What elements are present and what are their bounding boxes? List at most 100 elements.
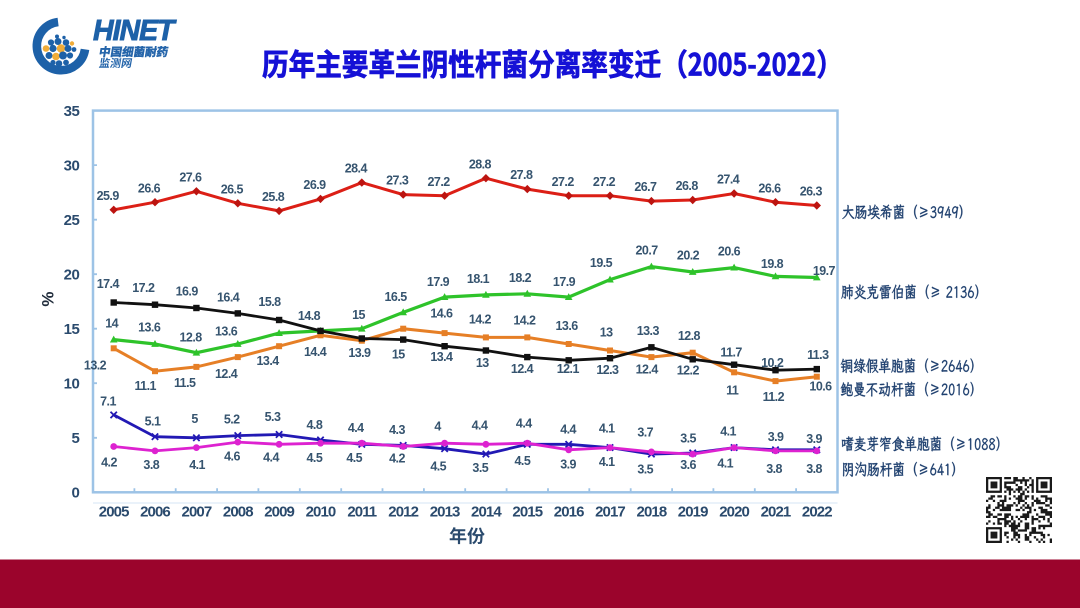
- svg-text:14: 14: [105, 317, 118, 331]
- svg-text:2016: 2016: [554, 504, 584, 521]
- svg-text:3.7: 3.7: [637, 425, 653, 439]
- svg-text:4.1: 4.1: [599, 455, 615, 469]
- svg-text:15: 15: [352, 308, 365, 322]
- svg-text:20.7: 20.7: [636, 244, 659, 258]
- svg-text:10.2: 10.2: [761, 356, 784, 370]
- svg-text:2011: 2011: [347, 504, 376, 521]
- svg-text:11.3: 11.3: [807, 348, 829, 362]
- svg-text:26.8: 26.8: [676, 179, 699, 193]
- svg-text:11.7: 11.7: [720, 345, 742, 359]
- svg-text:10: 10: [64, 376, 80, 393]
- svg-text:16.9: 16.9: [176, 284, 199, 298]
- svg-text:26.5: 26.5: [221, 182, 244, 196]
- svg-text:19.8: 19.8: [761, 257, 784, 271]
- svg-text:13.3: 13.3: [637, 324, 660, 338]
- svg-text:12.4: 12.4: [215, 367, 238, 381]
- svg-text:3.5: 3.5: [472, 461, 488, 475]
- svg-text:3.8: 3.8: [143, 458, 159, 472]
- svg-text:11.2: 11.2: [763, 390, 785, 404]
- svg-text:10.6: 10.6: [809, 379, 832, 393]
- svg-text:19.5: 19.5: [590, 256, 613, 270]
- svg-text:14.6: 14.6: [430, 307, 453, 321]
- svg-text:4.1: 4.1: [189, 458, 205, 472]
- svg-text:4.1: 4.1: [717, 456, 733, 470]
- svg-text:2010: 2010: [306, 504, 336, 521]
- svg-text:27.2: 27.2: [593, 175, 616, 189]
- svg-text:4.6: 4.6: [224, 449, 240, 463]
- svg-text:14.4: 14.4: [304, 345, 327, 359]
- svg-text:3.9: 3.9: [768, 430, 784, 444]
- svg-text:2009: 2009: [264, 504, 294, 521]
- svg-text:2006: 2006: [140, 504, 170, 521]
- svg-text:4.5: 4.5: [346, 451, 362, 465]
- svg-text:2014: 2014: [471, 504, 502, 521]
- svg-text:35: 35: [64, 103, 80, 120]
- svg-text:4.1: 4.1: [599, 422, 615, 436]
- svg-text:12.1: 12.1: [557, 362, 580, 376]
- svg-text:3.9: 3.9: [806, 432, 822, 446]
- svg-text:27.2: 27.2: [552, 175, 575, 189]
- svg-text:HINET: HINET: [93, 15, 177, 47]
- svg-text:11.1: 11.1: [134, 379, 156, 393]
- svg-text:12.8: 12.8: [678, 329, 701, 343]
- svg-text:4.4: 4.4: [263, 451, 279, 465]
- svg-text:4.4: 4.4: [516, 417, 532, 431]
- svg-text:18.1: 18.1: [467, 272, 490, 286]
- svg-text:20.6: 20.6: [718, 245, 741, 259]
- svg-text:7.1: 7.1: [100, 395, 116, 409]
- svg-text:28.8: 28.8: [469, 157, 492, 171]
- svg-text:15: 15: [64, 321, 80, 338]
- svg-text:14.2: 14.2: [513, 314, 536, 328]
- svg-text:0: 0: [72, 485, 80, 502]
- svg-text:27.8: 27.8: [510, 168, 533, 182]
- svg-text:15.8: 15.8: [258, 295, 281, 309]
- svg-text:28.4: 28.4: [345, 162, 368, 176]
- svg-text:4.4: 4.4: [348, 421, 364, 435]
- svg-text:2008: 2008: [223, 504, 253, 521]
- svg-text:17.9: 17.9: [553, 275, 576, 289]
- svg-text:2015: 2015: [512, 504, 542, 521]
- svg-text:13.6: 13.6: [215, 325, 238, 339]
- svg-text:25.9: 25.9: [97, 189, 120, 203]
- svg-text:2018: 2018: [637, 504, 667, 521]
- svg-text:3.9: 3.9: [560, 457, 576, 471]
- svg-text:4.5: 4.5: [515, 454, 531, 468]
- svg-text:18.2: 18.2: [509, 271, 532, 285]
- svg-text:2020: 2020: [719, 504, 749, 521]
- svg-text:5: 5: [72, 430, 80, 447]
- svg-text:14.8: 14.8: [298, 309, 321, 323]
- svg-text:4.5: 4.5: [307, 451, 323, 465]
- svg-text:20: 20: [64, 267, 80, 284]
- svg-text:12.4: 12.4: [636, 363, 659, 377]
- svg-text:11.5: 11.5: [174, 376, 196, 390]
- svg-text:17.4: 17.4: [97, 277, 120, 291]
- svg-text:4.2: 4.2: [101, 456, 117, 470]
- svg-text:12.8: 12.8: [180, 331, 203, 345]
- svg-text:12.4: 12.4: [511, 362, 534, 376]
- svg-text:5.1: 5.1: [145, 414, 161, 428]
- svg-text:12.2: 12.2: [677, 364, 700, 378]
- svg-text:25: 25: [64, 212, 80, 229]
- svg-text:3.5: 3.5: [637, 462, 653, 476]
- svg-text:13.6: 13.6: [556, 319, 579, 333]
- svg-text:3.8: 3.8: [806, 462, 822, 476]
- svg-text:2022: 2022: [802, 504, 832, 521]
- svg-text:27.2: 27.2: [428, 175, 451, 189]
- svg-text:25.8: 25.8: [262, 190, 285, 204]
- svg-text:4.5: 4.5: [430, 459, 446, 473]
- svg-text:13.4: 13.4: [257, 354, 280, 368]
- svg-text:12.3: 12.3: [596, 363, 619, 377]
- svg-text:4.4: 4.4: [472, 419, 488, 433]
- svg-text:13.9: 13.9: [348, 346, 371, 360]
- svg-text:5.2: 5.2: [224, 413, 240, 427]
- svg-text:13: 13: [476, 356, 489, 370]
- svg-text:3.5: 3.5: [680, 432, 696, 446]
- svg-text:4.8: 4.8: [307, 418, 323, 432]
- svg-text:2019: 2019: [678, 504, 708, 521]
- svg-text:%: %: [39, 291, 58, 306]
- svg-text:3.6: 3.6: [680, 458, 696, 472]
- svg-text:15: 15: [392, 347, 405, 361]
- svg-text:2017: 2017: [595, 504, 625, 521]
- svg-text:27.4: 27.4: [717, 173, 740, 187]
- svg-text:3.8: 3.8: [766, 462, 782, 476]
